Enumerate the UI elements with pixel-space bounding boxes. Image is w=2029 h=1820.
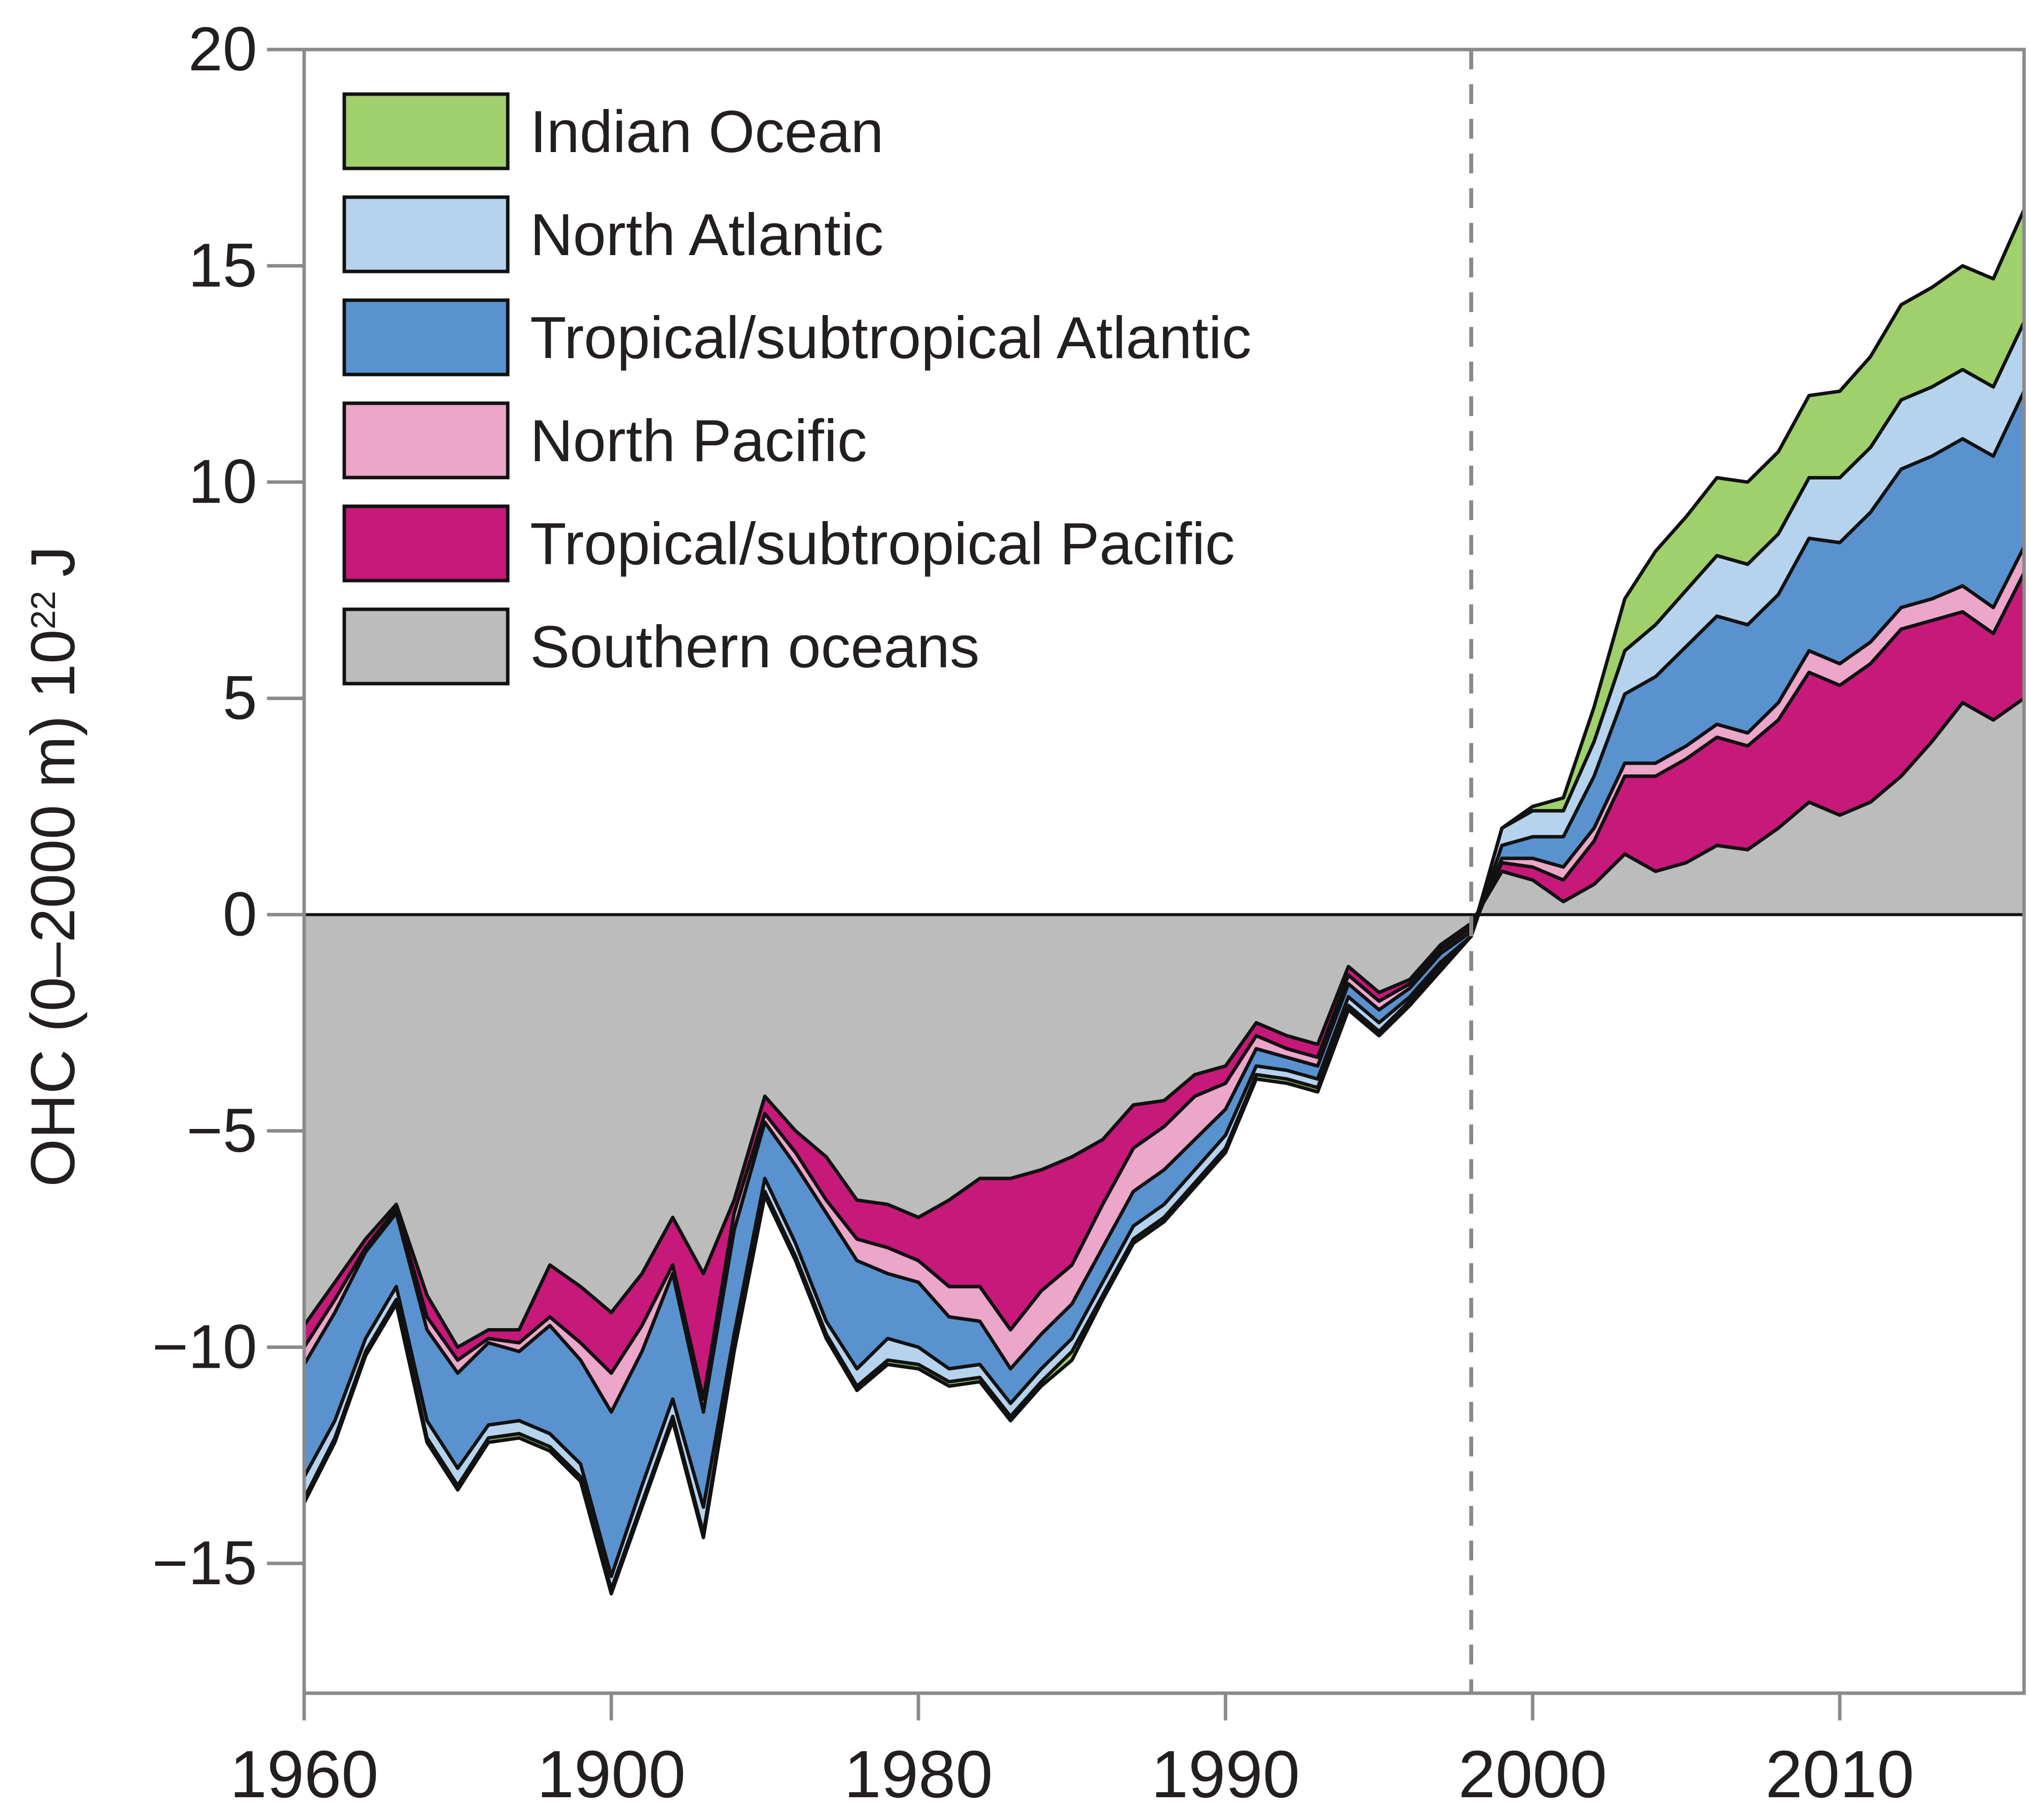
outline-indian xyxy=(302,209,2026,1596)
legend-label-north_atlantic: North Atlantic xyxy=(530,202,884,268)
y-tick-label: −15 xyxy=(152,1529,257,1598)
legend-swatch-indian xyxy=(342,92,510,170)
outline-southern xyxy=(303,696,2026,1349)
area-southern xyxy=(304,698,2024,1347)
legend-label-southern: Southern oceans xyxy=(530,614,979,680)
plot-frame xyxy=(302,48,2026,1695)
area-outlines xyxy=(302,209,2026,1596)
y-tick-label: 5 xyxy=(222,664,257,733)
y-axis-label-unit: J xyxy=(19,546,88,577)
x-tick-label: 1900 xyxy=(537,1737,686,1812)
outline-trop_atlantic xyxy=(302,390,2026,1578)
stacked-areas xyxy=(304,210,2024,1594)
x-tick-label: 2010 xyxy=(1765,1737,1914,1812)
y-tick-label: 10 xyxy=(188,447,257,516)
legend-swatch-north_atlantic xyxy=(342,195,510,273)
legend-label-trop_pacific: Tropical/subtropical Pacific xyxy=(530,511,1235,577)
y-axis-label-superscript: 22 xyxy=(24,591,62,630)
x-axis: 1960 1900 1980 1990 2000 2010 xyxy=(230,1693,1914,1812)
area-trop_atlantic xyxy=(304,391,2024,1577)
legend-label-north_pacific: North Pacific xyxy=(530,408,867,474)
x-tick-label: 1960 xyxy=(230,1737,378,1812)
legend: Indian Ocean North Atlantic Tropical/subtr… xyxy=(342,92,1251,686)
x-tick-label: 1980 xyxy=(844,1737,993,1812)
legend-label-trop_atlantic: Tropical/subtropical Atlantic xyxy=(530,305,1251,371)
x-tick-label: 1990 xyxy=(1151,1737,1300,1812)
y-axis-label-main: OHC (0–2000 m) 10 xyxy=(19,629,88,1187)
y-tick-label: −5 xyxy=(186,1096,257,1165)
outline-north_pacific xyxy=(302,546,2026,1414)
y-axis: 20 15 10 5 0 −5 −10 −15 xyxy=(152,15,304,1598)
y-tick-label: −10 xyxy=(152,1312,257,1381)
legend-swatch-southern xyxy=(342,607,510,686)
y-tick-label: 20 xyxy=(188,15,257,84)
y-tick-label: 0 xyxy=(222,880,257,949)
legend-swatch-north_pacific xyxy=(342,401,510,480)
x-tick-label: 2000 xyxy=(1458,1737,1607,1812)
legend-label-indian: Indian Ocean xyxy=(530,99,884,165)
y-axis-label: OHC (0–2000 m) 1022 J xyxy=(19,546,88,1187)
y-tick-label: 15 xyxy=(188,231,257,300)
legend-swatch-trop_pacific xyxy=(342,504,510,583)
legend-swatch-trop_atlantic xyxy=(342,298,510,376)
outline-trop_pacific xyxy=(303,572,2026,1401)
